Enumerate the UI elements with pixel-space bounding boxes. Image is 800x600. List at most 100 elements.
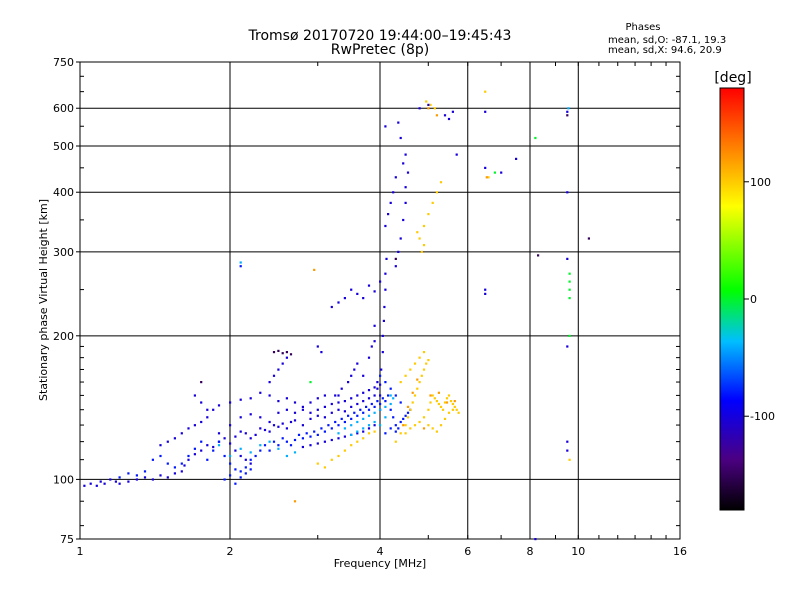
data-point bbox=[127, 472, 130, 475]
data-point bbox=[263, 428, 267, 432]
y-tick-label: 600 bbox=[53, 102, 74, 115]
data-point bbox=[323, 430, 326, 433]
data-point bbox=[337, 301, 340, 304]
data-point bbox=[418, 237, 421, 240]
data-point bbox=[340, 387, 343, 390]
data-point bbox=[379, 280, 382, 283]
data-point bbox=[453, 400, 456, 403]
data-point bbox=[118, 482, 121, 485]
data-point bbox=[389, 427, 392, 430]
data-point bbox=[376, 400, 379, 403]
data-point bbox=[223, 437, 226, 440]
data-point bbox=[381, 351, 384, 354]
data-point bbox=[404, 374, 407, 377]
data-point bbox=[244, 472, 247, 475]
data-point bbox=[350, 397, 353, 400]
data-point bbox=[418, 381, 421, 384]
data-point bbox=[394, 176, 397, 179]
data-point bbox=[309, 381, 312, 384]
data-point bbox=[337, 401, 340, 404]
data-point bbox=[323, 394, 326, 397]
data-point bbox=[330, 305, 333, 309]
data-point bbox=[376, 381, 379, 384]
data-point bbox=[455, 408, 458, 411]
data-point bbox=[362, 427, 365, 430]
data-point bbox=[337, 437, 340, 440]
data-point bbox=[289, 420, 293, 424]
data-point bbox=[316, 408, 319, 411]
data-point bbox=[212, 408, 215, 411]
data-point bbox=[239, 261, 242, 264]
x-tick-label: 10 bbox=[571, 545, 585, 558]
data-point bbox=[566, 440, 569, 443]
data-point bbox=[212, 449, 215, 452]
data-point bbox=[447, 394, 451, 397]
data-point bbox=[309, 401, 312, 404]
data-point bbox=[356, 394, 359, 397]
data-point bbox=[431, 427, 434, 430]
data-point bbox=[427, 103, 430, 106]
data-point bbox=[404, 201, 407, 204]
data-point bbox=[320, 427, 323, 430]
data-point bbox=[277, 425, 280, 428]
grid-lines bbox=[80, 62, 680, 539]
data-point bbox=[373, 340, 376, 343]
data-point bbox=[337, 394, 340, 397]
data-point bbox=[327, 424, 330, 427]
data-point bbox=[301, 424, 304, 427]
data-point bbox=[394, 424, 397, 427]
data-point bbox=[402, 162, 405, 165]
data-point bbox=[441, 408, 445, 411]
data-point bbox=[330, 411, 333, 414]
data-point bbox=[568, 297, 571, 300]
data-point bbox=[399, 401, 402, 404]
data-point bbox=[337, 408, 340, 411]
data-point bbox=[223, 478, 226, 481]
data-point bbox=[437, 402, 440, 406]
data-point bbox=[263, 444, 267, 447]
data-point bbox=[285, 397, 288, 400]
data-point bbox=[135, 474, 138, 477]
data-point bbox=[229, 401, 232, 404]
data-point bbox=[367, 397, 371, 400]
data-point bbox=[193, 453, 196, 456]
data-point bbox=[268, 430, 271, 433]
data-point bbox=[427, 213, 430, 216]
data-point bbox=[187, 454, 190, 458]
data-point bbox=[268, 449, 271, 452]
data-point bbox=[293, 401, 297, 404]
data-point bbox=[394, 257, 397, 260]
data-point bbox=[399, 420, 402, 424]
y-tick-label: 100 bbox=[53, 473, 74, 486]
data-point bbox=[217, 404, 221, 407]
data-point bbox=[406, 171, 410, 174]
data-point bbox=[301, 437, 304, 440]
data-point bbox=[451, 402, 454, 406]
data-point bbox=[402, 218, 405, 222]
data-point bbox=[367, 432, 371, 435]
data-point bbox=[394, 430, 397, 433]
data-point bbox=[399, 432, 402, 435]
data-point bbox=[356, 440, 359, 443]
data-point bbox=[297, 433, 301, 436]
data-point bbox=[316, 345, 319, 348]
data-point bbox=[534, 136, 537, 140]
data-point bbox=[320, 351, 323, 354]
data-point bbox=[445, 397, 449, 400]
data-point bbox=[387, 213, 390, 216]
data-point bbox=[384, 416, 387, 419]
data-point bbox=[277, 400, 280, 403]
data-point bbox=[166, 462, 169, 465]
data-point bbox=[334, 420, 337, 424]
data-point bbox=[234, 449, 237, 452]
data-point bbox=[268, 394, 271, 397]
data-point bbox=[384, 272, 387, 275]
data-point bbox=[406, 411, 410, 414]
data-point bbox=[500, 171, 503, 174]
data-point bbox=[437, 391, 440, 394]
data-point bbox=[362, 297, 365, 300]
data-point bbox=[347, 414, 350, 417]
data-point bbox=[379, 424, 382, 427]
data-point bbox=[281, 352, 284, 355]
data-point bbox=[431, 201, 434, 204]
